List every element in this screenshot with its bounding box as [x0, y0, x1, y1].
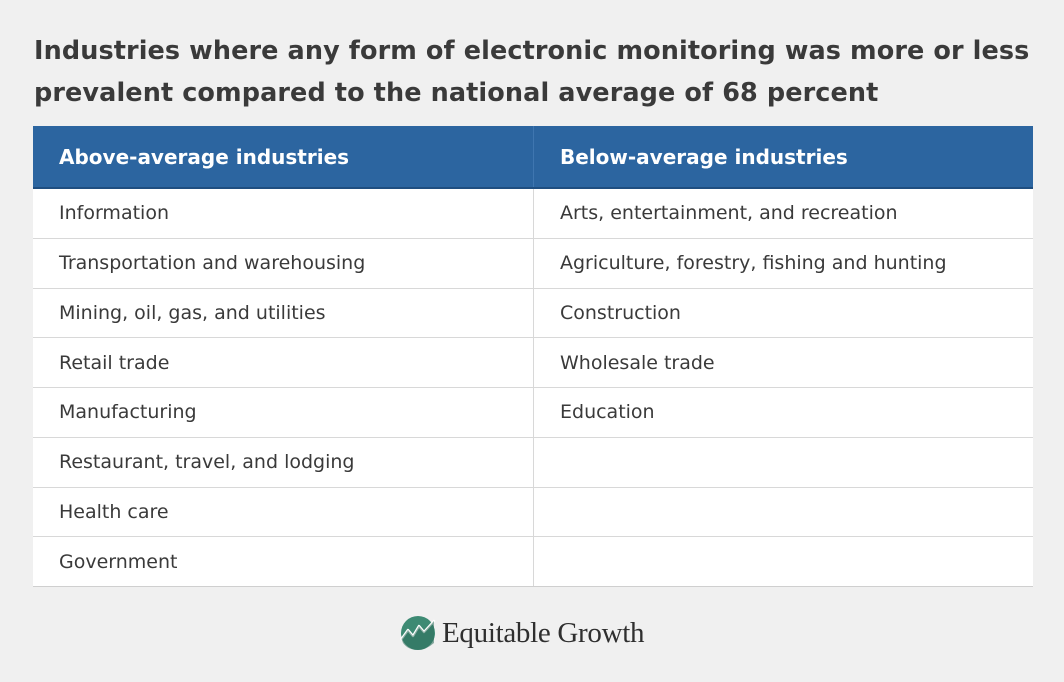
- industries-table: Above-average industries Below-average i…: [33, 126, 1033, 587]
- cell-above: Information: [59, 202, 169, 225]
- cell-above: Government: [59, 550, 178, 573]
- cell-above: Restaurant, travel, and lodging: [59, 451, 355, 474]
- cell-above: Manufacturing: [59, 401, 197, 424]
- table-row: Restaurant, travel, and lodging: [33, 437, 1033, 488]
- cell-below: [533, 437, 1033, 487]
- cell-above: Transportation and warehousing: [59, 252, 366, 275]
- table-row: Health care: [33, 487, 1033, 538]
- table-row: Retail trade Wholesale trade: [33, 338, 1033, 388]
- cell-above: Mining, oil, gas, and utilities: [59, 301, 326, 324]
- cell-below: Wholesale trade: [533, 338, 1033, 387]
- table-row: Transportation and warehousing Agricultu…: [33, 238, 1033, 289]
- equitable-growth-logo: Equitable Growth: [400, 613, 644, 653]
- table-row: Manufacturing Education: [33, 388, 1033, 438]
- page-title: Industries where any form of electronic …: [34, 36, 1030, 108]
- table-row: Information Arts, entertainment, and rec…: [33, 189, 1033, 239]
- cell-above: Health care: [59, 500, 169, 523]
- table-header: Above-average industries Below-average i…: [33, 126, 1033, 189]
- cell-above: Retail trade: [59, 351, 170, 374]
- table-row: Mining, oil, gas, and utilities Construc…: [33, 288, 1033, 339]
- cell-below: Agriculture, forestry, fishing and hunti…: [533, 238, 1033, 288]
- cell-below: [533, 537, 1033, 586]
- cell-below: Arts, entertainment, and recreation: [533, 189, 1033, 238]
- table-row: Government: [33, 537, 1033, 587]
- cell-below: Education: [533, 388, 1033, 437]
- logo-text: Equitable Growth: [442, 616, 645, 649]
- header-below-average: Below-average industries: [533, 126, 1033, 187]
- growth-chart-icon: [400, 616, 436, 650]
- cell-below: Construction: [533, 288, 1033, 338]
- header-above-average: Above-average industries: [59, 144, 350, 169]
- cell-below: [533, 487, 1033, 537]
